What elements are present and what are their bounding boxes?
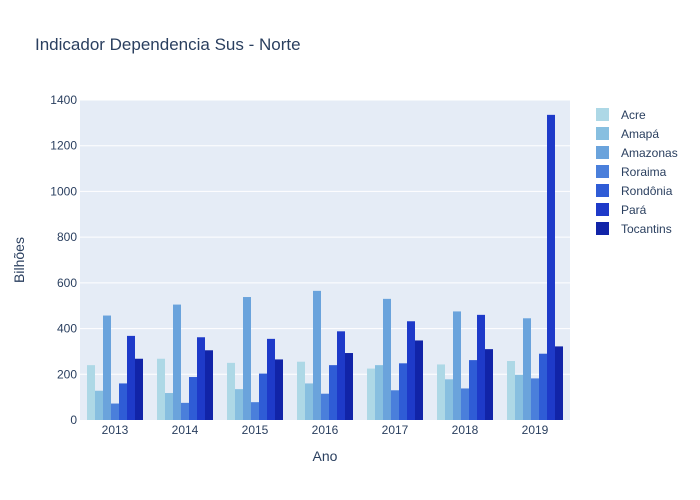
legend-swatch bbox=[596, 146, 609, 159]
bar bbox=[469, 360, 477, 420]
y-tick-label: 400 bbox=[57, 322, 77, 336]
legend-item[interactable]: Roraima bbox=[596, 165, 667, 179]
bar bbox=[135, 358, 143, 420]
bar bbox=[297, 361, 305, 420]
legend-swatch bbox=[596, 165, 609, 178]
legend-label: Acre bbox=[621, 108, 646, 122]
y-tick-label: 200 bbox=[57, 367, 77, 381]
legend: Acre Amapá Amazonas Roraima Rondônia Pará Toca… bbox=[596, 108, 678, 236]
bar bbox=[367, 368, 375, 420]
bar bbox=[345, 353, 353, 420]
x-tick-label: 2014 bbox=[172, 423, 199, 437]
bar bbox=[127, 335, 135, 420]
bar bbox=[243, 297, 251, 420]
bar bbox=[251, 402, 259, 420]
bar bbox=[515, 374, 523, 420]
y-tick-label: 600 bbox=[57, 276, 77, 290]
y-tick-label: 0 bbox=[70, 413, 77, 427]
bar bbox=[189, 377, 197, 420]
legend-item[interactable]: Pará bbox=[596, 203, 647, 217]
bar bbox=[119, 383, 127, 420]
bars bbox=[87, 114, 563, 420]
legend-swatch bbox=[596, 222, 609, 235]
x-axis-ticks: 2013 2014 2015 2016 2017 2018 2019 bbox=[102, 423, 549, 437]
bar bbox=[547, 114, 555, 420]
bar bbox=[391, 390, 399, 420]
legend-swatch bbox=[596, 108, 609, 121]
bar bbox=[531, 378, 539, 420]
legend-item[interactable]: Amapá bbox=[596, 127, 659, 141]
bar bbox=[555, 346, 563, 420]
y-axis-ticks: 0 200 400 600 800 1000 1200 1400 bbox=[50, 93, 77, 427]
bar bbox=[235, 389, 243, 420]
legend-label: Amazonas bbox=[621, 146, 678, 160]
chart-title: Indicador Dependencia Sus - Norte bbox=[35, 35, 301, 54]
bar bbox=[275, 359, 283, 420]
bar bbox=[197, 337, 205, 420]
legend-label: Rondônia bbox=[621, 184, 673, 198]
legend-label: Roraima bbox=[621, 165, 667, 179]
bar bbox=[181, 402, 189, 420]
bar bbox=[259, 373, 267, 420]
bar bbox=[523, 318, 531, 420]
bar bbox=[95, 390, 103, 420]
legend-item[interactable]: Amazonas bbox=[596, 146, 678, 160]
bar bbox=[165, 393, 173, 420]
bar bbox=[375, 365, 383, 420]
legend-item[interactable]: Acre bbox=[596, 108, 646, 122]
y-tick-label: 1400 bbox=[50, 93, 77, 107]
bar bbox=[461, 388, 469, 420]
bar bbox=[87, 365, 95, 420]
bar bbox=[539, 353, 547, 420]
x-tick-label: 2016 bbox=[312, 423, 339, 437]
bar bbox=[415, 340, 423, 420]
bar bbox=[437, 364, 445, 420]
y-tick-label: 1200 bbox=[50, 139, 77, 153]
legend-swatch bbox=[596, 127, 609, 140]
y-tick-label: 800 bbox=[57, 230, 77, 244]
bar bbox=[267, 338, 275, 420]
legend-label: Pará bbox=[621, 203, 647, 217]
bar bbox=[477, 314, 485, 420]
gridlines bbox=[80, 99, 570, 375]
bar bbox=[383, 298, 391, 420]
x-tick-label: 2017 bbox=[382, 423, 409, 437]
bar bbox=[321, 393, 329, 420]
bar bbox=[445, 379, 453, 420]
plot-area bbox=[80, 100, 570, 420]
bar bbox=[157, 358, 165, 420]
legend-label: Tocantins bbox=[621, 222, 672, 236]
x-tick-label: 2018 bbox=[452, 423, 479, 437]
bar bbox=[103, 315, 111, 420]
bar bbox=[407, 321, 415, 420]
bar bbox=[111, 403, 119, 420]
legend-swatch bbox=[596, 184, 609, 197]
bar bbox=[313, 290, 321, 420]
bar bbox=[305, 383, 313, 420]
x-tick-label: 2019 bbox=[522, 423, 549, 437]
bar bbox=[485, 349, 493, 420]
bar bbox=[173, 304, 181, 420]
legend-item[interactable]: Rondônia bbox=[596, 184, 673, 198]
bar bbox=[205, 350, 213, 420]
y-tick-label: 1000 bbox=[50, 184, 77, 198]
x-tick-label: 2015 bbox=[242, 423, 269, 437]
x-axis-title: Ano bbox=[313, 448, 338, 464]
x-tick-label: 2013 bbox=[102, 423, 129, 437]
legend-swatch bbox=[596, 203, 609, 216]
legend-label: Amapá bbox=[621, 127, 659, 141]
bar bbox=[329, 365, 337, 420]
bar bbox=[399, 363, 407, 420]
bar bbox=[227, 362, 235, 420]
legend-item[interactable]: Tocantins bbox=[596, 222, 672, 236]
bar bbox=[453, 311, 461, 420]
bar bbox=[507, 361, 515, 420]
bar bbox=[337, 331, 345, 420]
y-axis-title: Bilhões bbox=[11, 237, 27, 283]
